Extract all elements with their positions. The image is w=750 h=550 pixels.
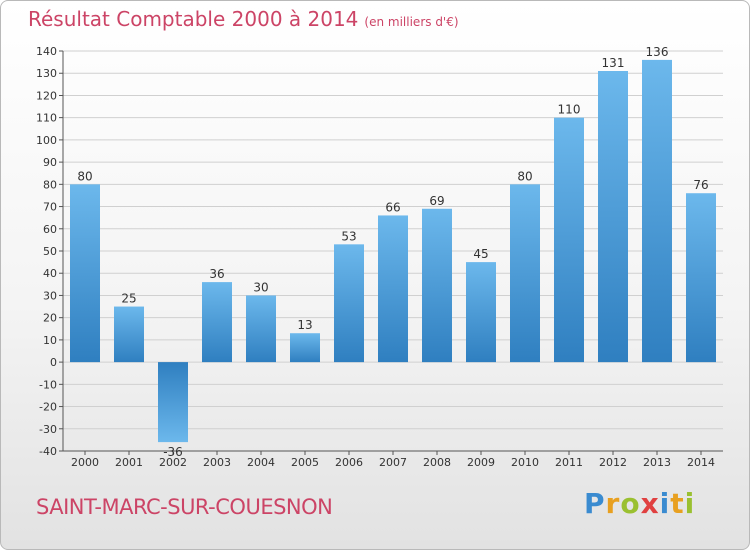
bar-2004 [246, 295, 276, 363]
commune-name: SAINT-MARC-SUR-COUESNON [36, 495, 333, 519]
bar-2003 [202, 282, 232, 363]
y-tick-label: 50 [43, 245, 57, 258]
y-tick-label: 40 [43, 267, 57, 280]
data-label-2011: 110 [558, 103, 581, 117]
data-label-2006: 53 [341, 229, 356, 243]
x-tick-label: 2007 [379, 456, 407, 469]
data-label-2002: -36 [163, 445, 183, 459]
bar-2013 [642, 59, 672, 363]
logo-text: Proxiti [584, 487, 696, 520]
chart-title: Résultat Comptable 2000 à 2014 (en millie… [28, 7, 459, 31]
y-tick-label: 100 [36, 134, 57, 147]
y-tick-label: 20 [43, 312, 57, 325]
y-tick-label: -20 [39, 401, 57, 414]
bar-2012 [598, 71, 628, 363]
x-tick-label: 2004 [247, 456, 275, 469]
bar-2002 [158, 362, 188, 443]
x-tick-label: 2013 [643, 456, 671, 469]
y-tick-label: 120 [36, 89, 57, 102]
x-tick-label: 2009 [467, 456, 495, 469]
x-tick-label: 2010 [511, 456, 539, 469]
x-tick-label: 2014 [687, 456, 715, 469]
y-tick-label: 90 [43, 156, 57, 169]
bar-2005 [290, 333, 320, 363]
x-tick-label: 2011 [555, 456, 583, 469]
data-labels: 80 25 -36 36 30 13 53 66 69 45 80 110 131 136 76 [77, 45, 708, 459]
bar-2001 [114, 306, 144, 363]
bars [70, 59, 716, 443]
data-label-2007: 66 [385, 200, 400, 214]
proxiti-logo: Proxiti [584, 487, 695, 520]
x-tick-label: 2000 [71, 456, 99, 469]
data-label-2014: 76 [693, 178, 708, 192]
data-label-2004: 30 [253, 280, 268, 294]
x-tick-label: 2012 [599, 456, 627, 469]
bar-2008 [422, 208, 452, 363]
y-tick-label: 130 [36, 67, 57, 80]
x-tick-label: 2002 [159, 456, 187, 469]
y-tick-label: 80 [43, 178, 57, 191]
bar-2006 [334, 244, 364, 363]
bar-2000 [70, 184, 100, 363]
data-label-2012: 131 [602, 56, 625, 70]
data-label-2010: 80 [517, 169, 532, 183]
bar-2011 [554, 117, 584, 363]
x-tick-label: 2005 [291, 456, 319, 469]
x-tick-label: 2006 [335, 456, 363, 469]
data-label-2001: 25 [121, 292, 136, 306]
x-tick-label: 2003 [203, 456, 231, 469]
chart-subtitle: (en milliers d'€) [364, 15, 459, 29]
y-tick-label: 30 [43, 289, 57, 302]
y-tick-label: -30 [39, 423, 57, 436]
bar-2007 [378, 215, 408, 363]
y-tick-label: -40 [39, 445, 57, 458]
y-tick-label: -10 [39, 378, 57, 391]
x-tick-label: 2001 [115, 456, 143, 469]
bar-2014 [686, 193, 716, 363]
y-tick-label: 60 [43, 223, 57, 236]
y-tick-label: 70 [43, 201, 57, 214]
chart-title-text: Résultat Comptable 2000 à 2014 [28, 7, 359, 31]
bar-2009 [466, 262, 496, 363]
data-label-2009: 45 [473, 247, 488, 261]
data-label-2008: 69 [429, 194, 444, 208]
y-tick-label: 0 [50, 356, 57, 369]
data-label-2013: 136 [646, 45, 669, 59]
x-tick-label: 2008 [423, 456, 451, 469]
axes: -40 -30 -20 -10 0 10 20 30 40 50 60 70 80 90 100 110 120… [36, 45, 723, 469]
y-tick-label: 140 [36, 45, 57, 58]
data-label-2003: 36 [209, 267, 224, 281]
data-label-2000: 80 [77, 169, 92, 183]
data-label-2005: 13 [297, 318, 312, 332]
bar-2010 [510, 184, 540, 363]
y-tick-label: 10 [43, 334, 57, 347]
y-tick-label: 110 [36, 112, 57, 125]
